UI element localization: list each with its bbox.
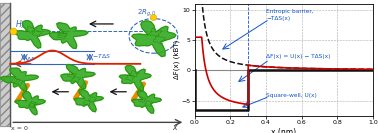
Text: x: x (172, 123, 177, 132)
Text: $\Delta F$: $\Delta F$ (26, 55, 36, 63)
Polygon shape (15, 92, 45, 115)
Text: $2R_{g,0}$: $2R_{g,0}$ (136, 7, 156, 19)
Text: $-T\Delta S$: $-T\Delta S$ (92, 52, 111, 60)
Polygon shape (74, 89, 104, 112)
Text: −TΔS(x): −TΔS(x) (266, 16, 290, 21)
Polygon shape (50, 23, 88, 48)
Text: $H_x$: $H_x$ (15, 19, 26, 31)
Bar (0, 3, 10, 126)
Text: Square-well, U(x): Square-well, U(x) (266, 93, 317, 98)
Y-axis label: ΔF(x) (kBT): ΔF(x) (kBT) (174, 40, 180, 80)
X-axis label: x (nm): x (nm) (271, 128, 296, 133)
Polygon shape (14, 21, 51, 48)
Polygon shape (132, 21, 176, 57)
Polygon shape (119, 65, 151, 91)
Polygon shape (1, 68, 39, 91)
Text: ΔF(x) = U(x) − TΔS(x): ΔF(x) = U(x) − TΔS(x) (266, 53, 330, 59)
Polygon shape (61, 64, 95, 89)
Text: x = 0: x = 0 (11, 126, 28, 131)
Bar (0, 3, 10, 126)
Polygon shape (132, 91, 161, 113)
Text: Entropic barrier,: Entropic barrier, (266, 9, 314, 14)
